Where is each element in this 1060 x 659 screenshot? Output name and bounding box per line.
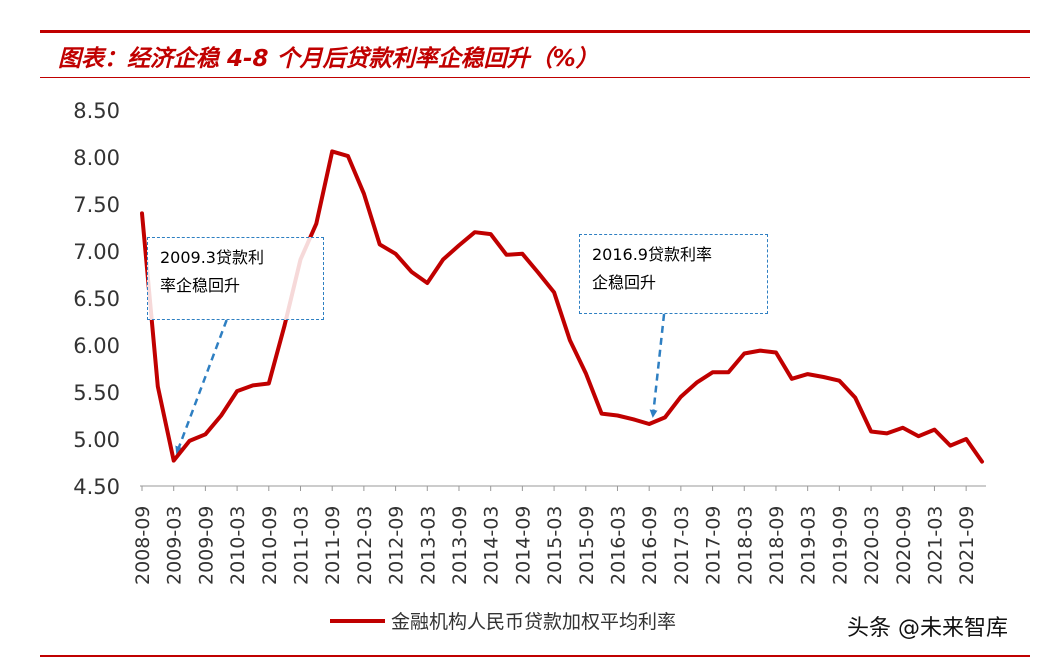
y-tick-label: 8.00 (73, 146, 120, 170)
series-layer (140, 149, 984, 464)
x-tick-label: 2012-09 (386, 506, 408, 585)
y-tick-label: 6.00 (73, 334, 120, 358)
y-tick-label: 5.00 (73, 428, 120, 452)
y-tick-label: 6.50 (73, 287, 120, 311)
title-rule-bottom (40, 77, 1030, 78)
x-tick-label: 2013-09 (449, 506, 471, 585)
annotation-2009-03-line2: 率企稳回升 (160, 276, 241, 295)
x-tick-label: 2019-09 (829, 506, 851, 585)
x-tick-label: 2017-03 (671, 506, 693, 585)
annotation-2009-03: 2009.3贷款利 率企稳回升 (147, 237, 324, 320)
x-tick-label: 2009-03 (164, 506, 186, 585)
y-tick-label: 8.50 (73, 99, 120, 123)
x-tick-label: 2014-03 (481, 506, 503, 585)
x-tick-label: 2017-09 (703, 506, 725, 585)
x-tick-label: 2012-03 (354, 506, 376, 585)
x-tick-label: 2018-03 (734, 506, 756, 585)
x-tick-label: 2015-09 (576, 506, 598, 585)
annotation-2016-09-line1: 2016.9贷款利率 (592, 245, 712, 264)
x-tick-label: 2011-09 (322, 506, 344, 585)
chart-title: 图表：经济企稳 4-8 个月后贷款利率企稳回升（%） (58, 46, 599, 72)
series-line-0 (140, 149, 984, 464)
x-tick-label: 2021-03 (924, 506, 946, 585)
x-tick-label: 2008-09 (132, 506, 154, 585)
x-tick-label: 2010-03 (227, 506, 249, 585)
annotation-2016-09-line2: 企稳回升 (592, 273, 657, 292)
x-tick-label: 2016-03 (607, 506, 629, 585)
annotation-arrows (175, 313, 666, 455)
annotation-2016-09: 2016.9贷款利率 企稳回升 (579, 234, 768, 314)
annotation-arrow-2016-09 (649, 313, 666, 418)
legend: 金融机构人民币贷款加权平均利率 (330, 611, 676, 633)
y-tick-label: 4.50 (73, 475, 120, 499)
x-tick-label: 2009-09 (195, 506, 217, 585)
y-axis: 4.50 5.00 5.50 6.00 6.50 7.00 7.50 8.00 8.50 (73, 99, 120, 499)
x-tick-label: 2020-09 (893, 506, 915, 585)
x-axis: 2008-09 2009-03 2009-09 2010-03 2010-09 2011-… (132, 485, 986, 585)
x-tick-label: 2010-09 (259, 506, 281, 585)
x-tick-label: 2020-03 (861, 506, 883, 585)
legend-label: 金融机构人民币贷款加权平均利率 (391, 611, 676, 633)
y-tick-label: 7.00 (73, 240, 120, 264)
annotation-2009-03-line1: 2009.3贷款利 (160, 248, 264, 267)
x-tick-label: 2014-09 (512, 506, 534, 585)
x-tick-label: 2018-09 (766, 506, 788, 585)
watermark: 头条 @未来智库 (847, 616, 1008, 641)
y-tick-label: 5.50 (73, 381, 120, 405)
x-tick-label: 2011-03 (290, 506, 312, 585)
title-rule-top (40, 30, 1030, 33)
title-bar: 图表：经济企稳 4-8 个月后贷款利率企稳回升（%） (40, 30, 1030, 78)
x-tick-label: 2016-09 (639, 506, 661, 585)
annotation-arrow-2009-03 (175, 319, 228, 455)
x-tick-label: 2013-03 (417, 506, 439, 585)
x-tick-label: 2015-03 (544, 506, 566, 585)
y-tick-label: 7.50 (73, 193, 120, 217)
x-tick-label: 2021-09 (956, 506, 978, 585)
x-tick-label: 2019-03 (798, 506, 820, 585)
footer-rule (40, 655, 1030, 657)
